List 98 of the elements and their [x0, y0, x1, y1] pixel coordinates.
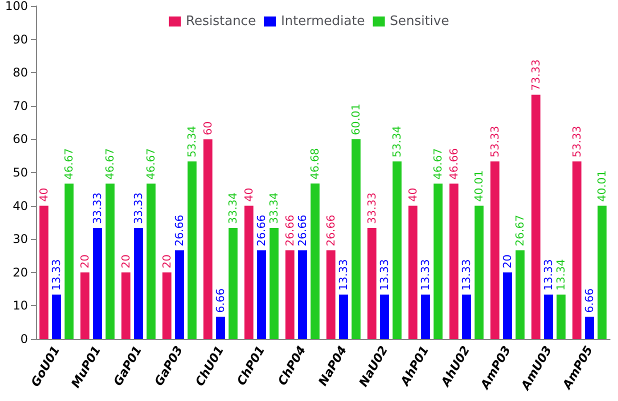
data-label: 40.01	[472, 170, 486, 202]
data-label: 26.66	[283, 214, 296, 246]
bar	[228, 228, 238, 339]
data-label: 73.33	[529, 59, 542, 91]
bar	[134, 228, 143, 339]
bar	[408, 206, 418, 339]
bar	[585, 316, 594, 339]
bar	[544, 294, 553, 339]
data-label: 40	[242, 188, 256, 202]
bar	[490, 161, 500, 339]
data-label: 53.34	[390, 126, 404, 158]
bar	[598, 206, 607, 339]
legend-label: Sensitive	[390, 14, 450, 29]
bar	[203, 139, 212, 339]
bar	[80, 272, 90, 339]
bar	[216, 316, 225, 339]
bar	[392, 161, 402, 339]
data-label: 33.34	[226, 192, 240, 224]
bar	[298, 250, 307, 339]
bar	[367, 228, 376, 339]
y-tick-label: 50	[12, 166, 28, 180]
bar	[93, 228, 102, 339]
y-tick-label: 70	[12, 98, 28, 113]
bar	[162, 272, 172, 339]
data-label: 13.33	[337, 259, 350, 291]
y-tick-label: 60	[12, 132, 28, 146]
bar	[106, 184, 115, 339]
data-label: 20	[119, 254, 132, 268]
data-label: 40	[406, 188, 420, 202]
data-label: 46.66	[447, 148, 460, 180]
data-label: 26.67	[514, 214, 527, 246]
data-label: 46.67	[62, 148, 76, 180]
data-label: 13.33	[460, 259, 473, 291]
data-label: 40	[37, 188, 50, 202]
data-label: 20	[78, 254, 92, 268]
y-tick-label: 30	[12, 232, 28, 246]
bar	[188, 161, 197, 339]
bar	[556, 294, 566, 339]
data-label: 46.67	[144, 148, 158, 180]
bar	[39, 206, 48, 339]
data-label: 60	[201, 121, 214, 136]
legend-label: Resistance	[186, 14, 256, 29]
data-label: 13.33	[378, 259, 391, 291]
y-tick-label: 90	[12, 32, 28, 46]
bar	[434, 184, 443, 339]
bar	[257, 250, 266, 339]
data-label: 60.01	[350, 104, 363, 136]
data-label: 6.66	[214, 288, 227, 313]
bar	[352, 139, 361, 339]
bar	[244, 206, 254, 339]
y-tick-label: 20	[12, 265, 28, 280]
y-tick-label: 40	[12, 198, 28, 213]
bar	[462, 294, 471, 339]
y-tick-label: 100	[5, 0, 28, 13]
bar	[449, 184, 458, 339]
data-label: 33.33	[132, 192, 145, 224]
data-label: 26.66	[173, 214, 186, 246]
bar	[146, 184, 156, 339]
data-label: 6.66	[583, 288, 596, 313]
bar	[285, 250, 294, 339]
bar	[270, 228, 279, 339]
bar	[339, 294, 348, 339]
bar	[310, 184, 320, 339]
legend-label: Intermediate	[280, 14, 365, 29]
data-label: 46.67	[432, 148, 445, 180]
bar	[572, 161, 582, 339]
bar	[64, 184, 74, 339]
y-tick-label: 0	[20, 332, 28, 346]
bar	[52, 294, 61, 339]
data-label: 33.33	[365, 192, 378, 224]
data-label: 20	[160, 254, 174, 268]
bar	[516, 250, 525, 339]
bar	[326, 250, 336, 339]
y-tick-label: 10	[12, 298, 28, 313]
data-label: 13.33	[50, 259, 63, 291]
bar	[503, 272, 512, 339]
data-label: 26.66	[255, 214, 268, 246]
data-label: 26.66	[324, 214, 338, 246]
data-label: 53.34	[186, 126, 199, 158]
y-tick-label: 80	[12, 66, 28, 80]
data-label: 26.66	[296, 214, 309, 246]
data-label: 46.68	[308, 148, 322, 180]
bar	[421, 294, 430, 339]
data-label: 13.33	[542, 259, 555, 291]
data-label: 40.01	[596, 170, 609, 202]
data-label: 20	[501, 254, 514, 268]
bar	[121, 272, 130, 339]
data-label: 46.67	[104, 148, 117, 180]
data-label: 33.34	[268, 192, 281, 224]
data-label: 53.33	[570, 126, 584, 158]
bar	[474, 206, 484, 339]
data-label: 53.33	[488, 126, 502, 158]
bar	[380, 294, 389, 339]
bar	[531, 94, 540, 339]
bar	[175, 250, 184, 339]
data-label: 13.34	[554, 259, 568, 291]
data-label: 13.33	[419, 259, 432, 291]
data-label: 33.33	[91, 192, 104, 224]
